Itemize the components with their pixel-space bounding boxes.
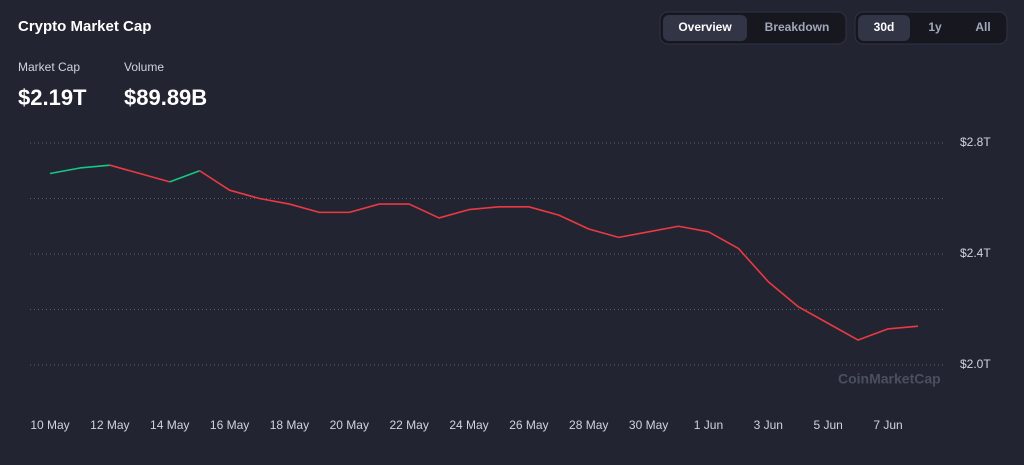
range-tab[interactable]: 30d xyxy=(874,20,895,34)
x-tick-label: 20 May xyxy=(330,418,369,432)
range-tab[interactable]: All xyxy=(975,20,990,34)
y-tick-label: $2.8T xyxy=(960,135,991,149)
price-line xyxy=(199,170,919,341)
x-tick-label: 22 May xyxy=(389,418,428,432)
price-line xyxy=(169,169,200,183)
y-tick-label: $2.4T xyxy=(960,246,991,260)
x-tick-label: 26 May xyxy=(509,418,548,432)
x-tick-label: 28 May xyxy=(569,418,608,432)
x-tick-label: 5 Jun xyxy=(814,418,843,432)
x-tick-label: 1 Jun xyxy=(694,418,723,432)
stat-label: Volume xyxy=(124,60,164,74)
x-tick-label: 7 Jun xyxy=(873,418,902,432)
range-tab-active[interactable] xyxy=(858,15,910,41)
view-tab[interactable]: Breakdown xyxy=(765,20,830,34)
x-tick-label: 24 May xyxy=(449,418,488,432)
x-tick-label: 14 May xyxy=(150,418,189,432)
watermark: CoinMarketCap xyxy=(838,371,941,387)
x-tick-label: 12 May xyxy=(90,418,129,432)
view-tab[interactable]: Overview xyxy=(678,20,732,34)
y-tick-label: $2.0T xyxy=(960,357,991,371)
x-tick-label: 18 May xyxy=(270,418,309,432)
title: Crypto Market Cap xyxy=(18,18,151,35)
stat-value: $89.89B xyxy=(124,85,207,110)
price-line xyxy=(109,164,170,183)
stat-label: Market Cap xyxy=(18,60,80,74)
x-tick-label: 3 Jun xyxy=(754,418,783,432)
view-tab-active[interactable] xyxy=(663,15,747,41)
price-line xyxy=(49,164,110,175)
stat-value: $2.19T xyxy=(18,85,87,110)
x-tick-label: 30 May xyxy=(629,418,668,432)
range-tab[interactable]: 1y xyxy=(928,20,942,34)
x-tick-label: 10 May xyxy=(30,418,69,432)
x-tick-label: 16 May xyxy=(210,418,249,432)
